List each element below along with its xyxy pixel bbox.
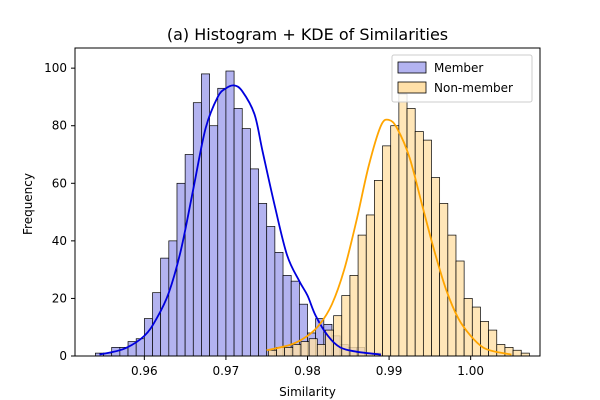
member-bar bbox=[274, 252, 284, 357]
member-bar bbox=[217, 87, 227, 357]
y-tick-label: 100 bbox=[44, 61, 67, 75]
non-member-bar bbox=[374, 180, 383, 357]
non-member-bar bbox=[471, 306, 481, 357]
non-member-bar bbox=[455, 260, 465, 357]
non-member-kde-line bbox=[266, 118, 512, 356]
x-axis-label: Similarity bbox=[279, 385, 336, 399]
member-bar bbox=[225, 70, 235, 357]
non-member-bar bbox=[292, 344, 302, 357]
y-tick-label: 60 bbox=[52, 176, 67, 190]
member-bar bbox=[192, 102, 202, 357]
non-member-bar bbox=[480, 321, 489, 357]
axes: 0.96 0.97 0.98 0.99 1.00 0 20 40 60 80 100 bbox=[44, 47, 541, 378]
non-member-bar bbox=[357, 234, 367, 357]
member-kde-line bbox=[99, 84, 382, 356]
x-tick-label: 0.98 bbox=[294, 364, 321, 378]
non-member-bar bbox=[406, 108, 416, 357]
member-bar bbox=[209, 125, 219, 357]
non-member-bar bbox=[382, 145, 392, 357]
chart-title: (a) Histogram + KDE of Similarities bbox=[167, 25, 448, 44]
non-member-bar bbox=[341, 295, 351, 357]
x-tick-label: 1.00 bbox=[457, 364, 484, 378]
non-member-bar bbox=[365, 214, 375, 357]
non-member-bar bbox=[308, 338, 318, 357]
x-tick-label: 0.97 bbox=[213, 364, 240, 378]
x-tick-label: 0.96 bbox=[131, 364, 158, 378]
member-bar bbox=[184, 154, 194, 357]
legend-label-member: Member bbox=[434, 61, 483, 75]
member-bar bbox=[241, 128, 251, 357]
non-member-bar bbox=[333, 315, 343, 357]
non-member-bar bbox=[316, 344, 326, 357]
legend-label-non-member: Non-member bbox=[434, 81, 513, 95]
non-member-bar bbox=[496, 344, 506, 357]
member-bar bbox=[201, 73, 210, 357]
y-axis-label: Frequency bbox=[21, 173, 35, 235]
non-member-bar bbox=[414, 131, 424, 357]
non-member-bar bbox=[390, 125, 400, 357]
non-member-histogram bbox=[267, 93, 530, 357]
legend: Member Non-member bbox=[391, 54, 533, 103]
non-member-bar bbox=[300, 341, 310, 357]
non-member-bar bbox=[512, 349, 522, 357]
member-bar bbox=[266, 226, 276, 357]
x-tick-label: 0.99 bbox=[376, 364, 403, 378]
member-bar bbox=[143, 318, 153, 357]
non-member-bar bbox=[284, 347, 294, 357]
non-member-bar bbox=[463, 298, 473, 357]
member-bar bbox=[258, 203, 268, 357]
member-bar bbox=[250, 168, 259, 357]
legend-swatch-member bbox=[397, 61, 427, 74]
non-member-bar bbox=[267, 349, 277, 357]
y-tick-label: 0 bbox=[59, 349, 67, 363]
legend-swatch-non-member bbox=[397, 81, 427, 94]
y-tick-label: 20 bbox=[52, 291, 67, 305]
member-bar bbox=[233, 108, 243, 357]
y-tick-label: 40 bbox=[52, 234, 67, 248]
y-tick-label: 80 bbox=[52, 119, 67, 133]
non-member-bar bbox=[349, 275, 359, 357]
member-bar bbox=[282, 275, 292, 357]
member-bar bbox=[176, 182, 186, 357]
non-member-bar bbox=[422, 139, 432, 357]
member-bar bbox=[168, 240, 178, 357]
legend-frame bbox=[391, 54, 533, 103]
